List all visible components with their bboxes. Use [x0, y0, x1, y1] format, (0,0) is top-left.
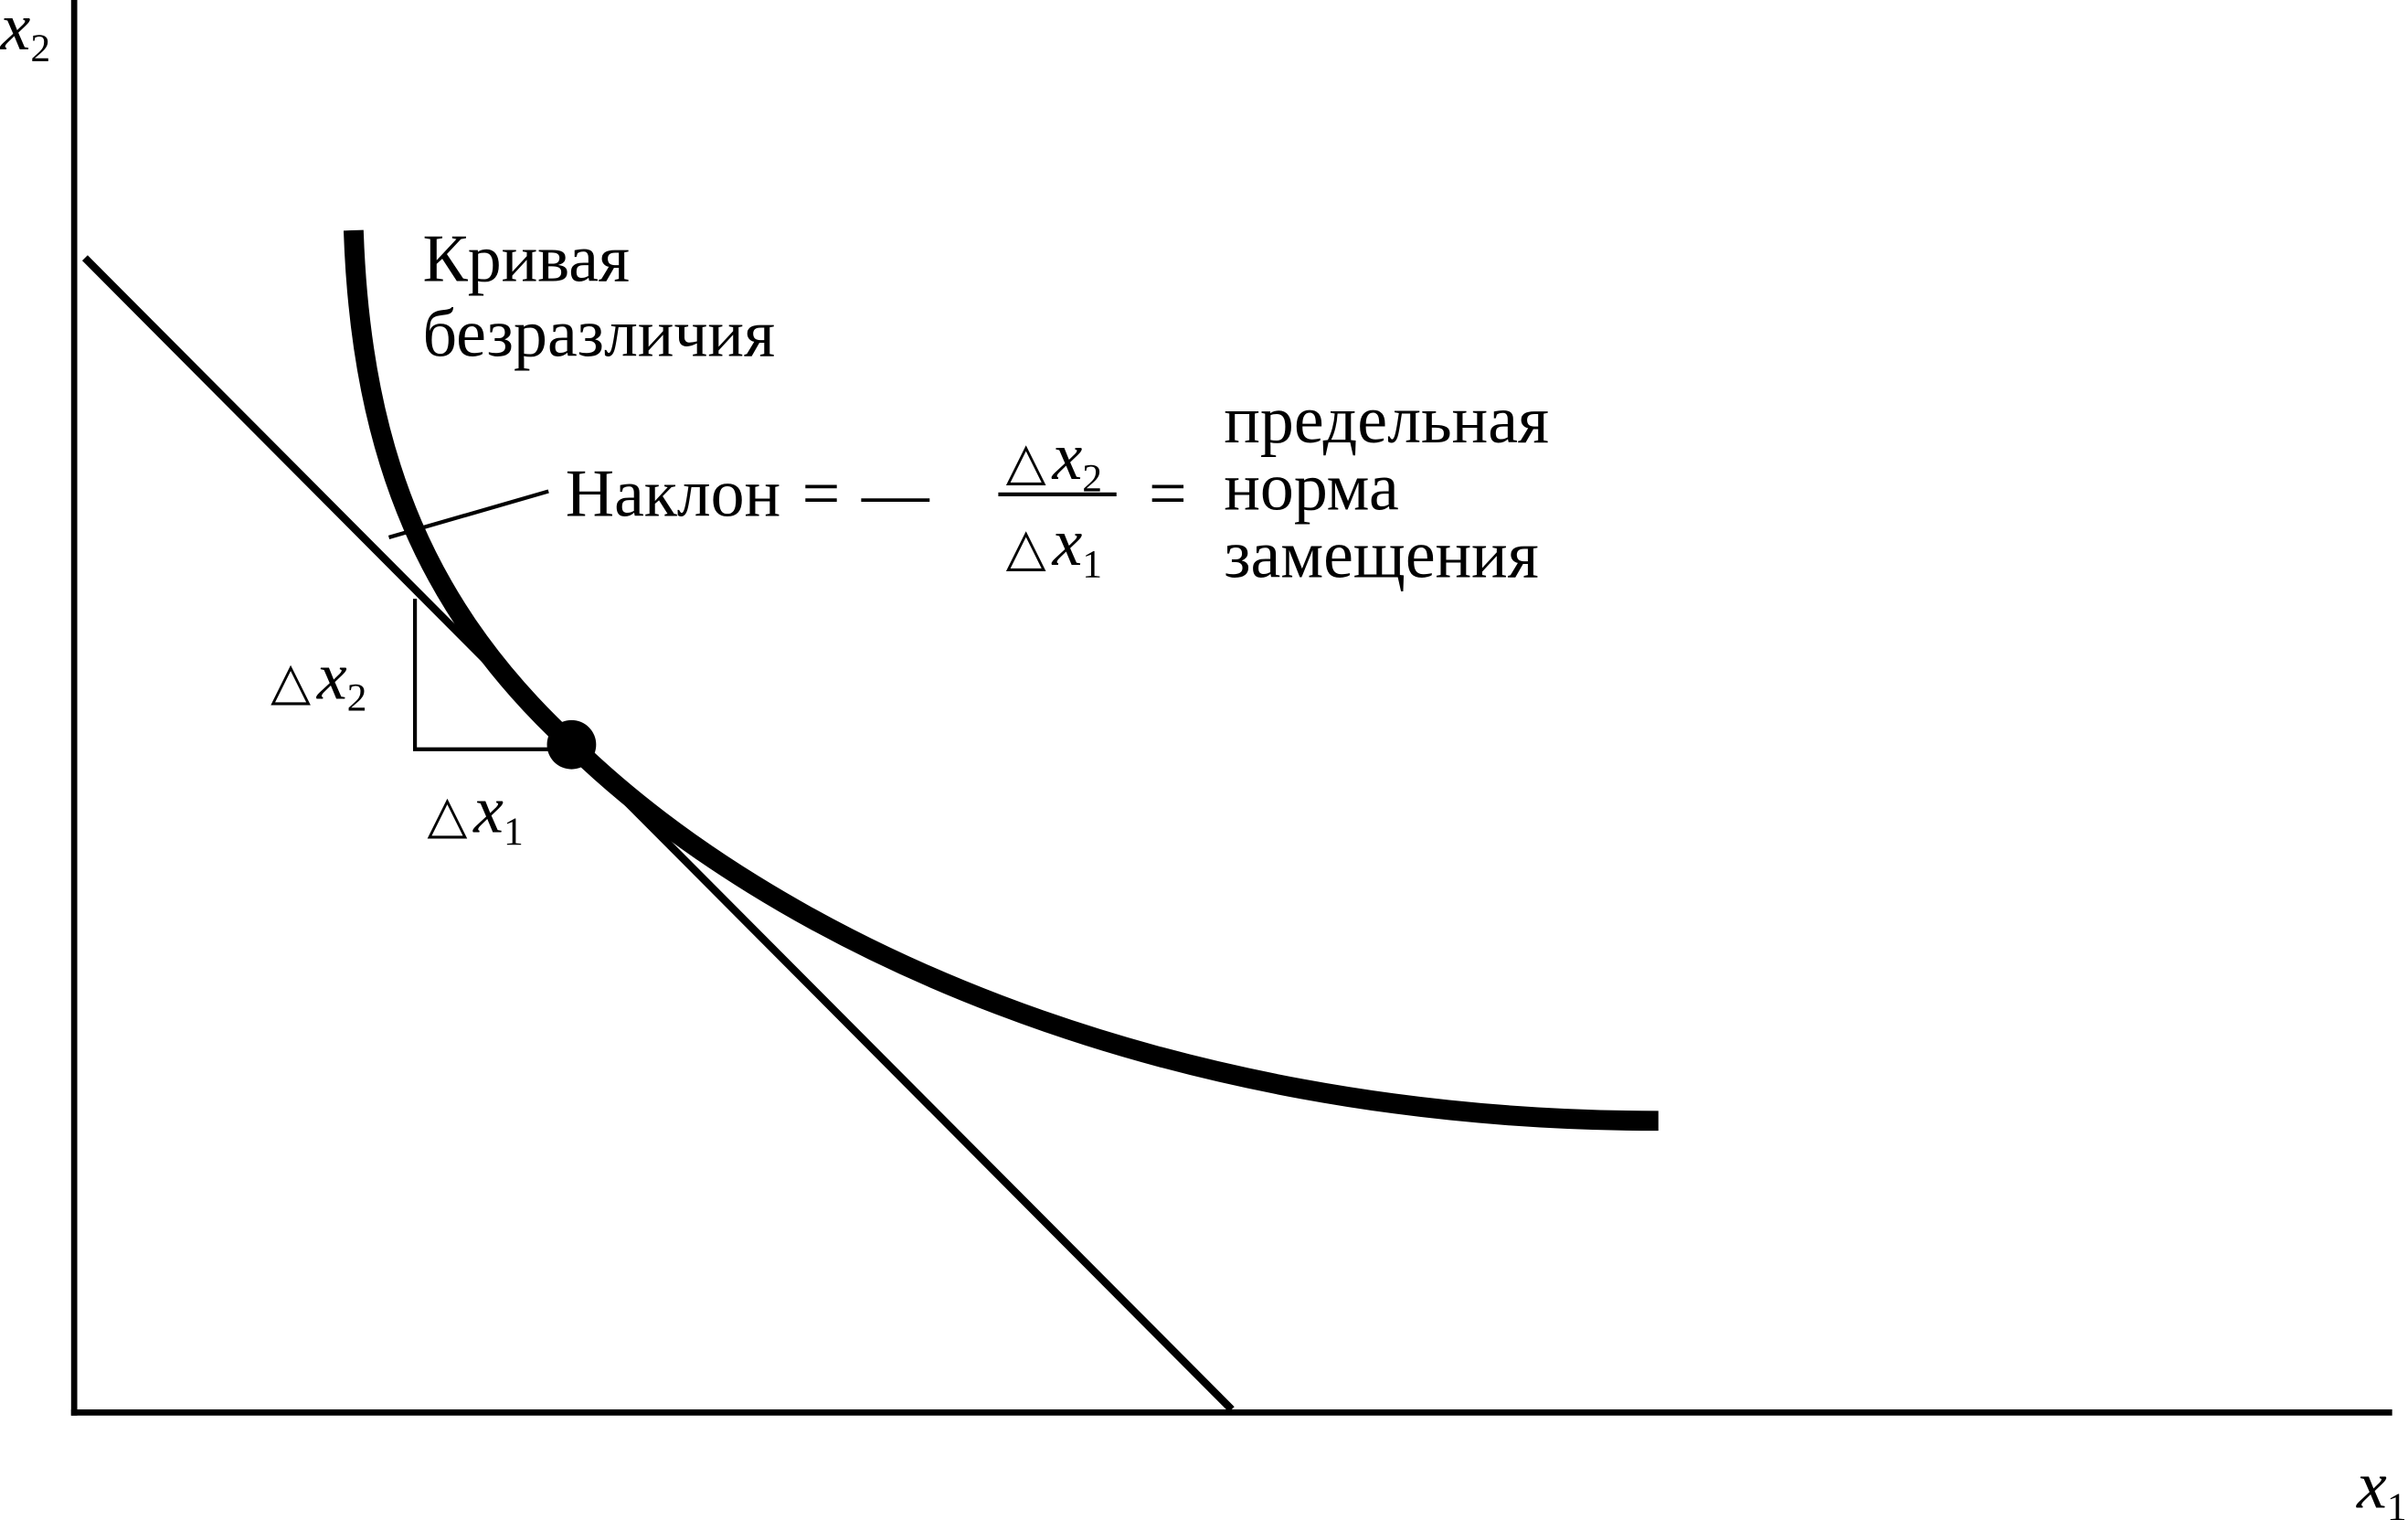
text-part: x [1051, 505, 1082, 579]
rate-label: норма [1224, 450, 1398, 525]
text-part: норма [1224, 450, 1398, 525]
text-part: x [316, 638, 347, 713]
curve-label: Кривая [422, 220, 630, 295]
text-part: △ [271, 651, 311, 711]
text-part: Наклон [566, 455, 780, 530]
text-part: 1 [1082, 543, 1102, 587]
delta-x2-label: △ x2 [271, 638, 366, 719]
x-axis-label: x1 [2356, 1448, 2407, 1520]
pointer-line [387, 489, 549, 539]
text-part: x [472, 771, 504, 846]
text-part: замещения [1224, 517, 1538, 592]
tangent-point [546, 719, 597, 770]
indifference-curve [343, 229, 1659, 1132]
text-part: — [861, 455, 930, 530]
text-part: x [1051, 419, 1082, 494]
rate-label: замещения [1224, 517, 1538, 592]
text-part: = [802, 455, 841, 530]
text-part: △ [428, 784, 468, 845]
curve-label: безразличия [422, 296, 775, 371]
text-part: безразличия [422, 296, 775, 371]
text-part: 2 [347, 676, 367, 720]
slope-label: Наклон = — [566, 455, 930, 530]
text-part: Кривая [422, 220, 630, 295]
text-part: = [1149, 455, 1187, 530]
slope-triangle [412, 599, 561, 751]
text-part: △ [1006, 517, 1046, 578]
rate-label: предельная [1224, 382, 1549, 457]
text-part: 2 [30, 27, 50, 70]
text-part: 1 [2387, 1485, 2407, 1520]
text-part: x [0, 0, 31, 64]
text-part: 2 [1082, 457, 1102, 501]
fraction-numerator: △ x2 [1006, 419, 1102, 500]
y-axis-label: x2 [0, 0, 50, 70]
text-part: x [2356, 1448, 2387, 1520]
slope-equals: = [1149, 455, 1187, 530]
tangent-line [81, 255, 1235, 1413]
delta-x1-label: △ x1 [428, 771, 524, 853]
text-part: 1 [504, 810, 524, 854]
fraction-denominator: △ x1 [1006, 505, 1102, 586]
text-part: предельная [1224, 382, 1549, 457]
text-part: △ [1006, 431, 1046, 492]
